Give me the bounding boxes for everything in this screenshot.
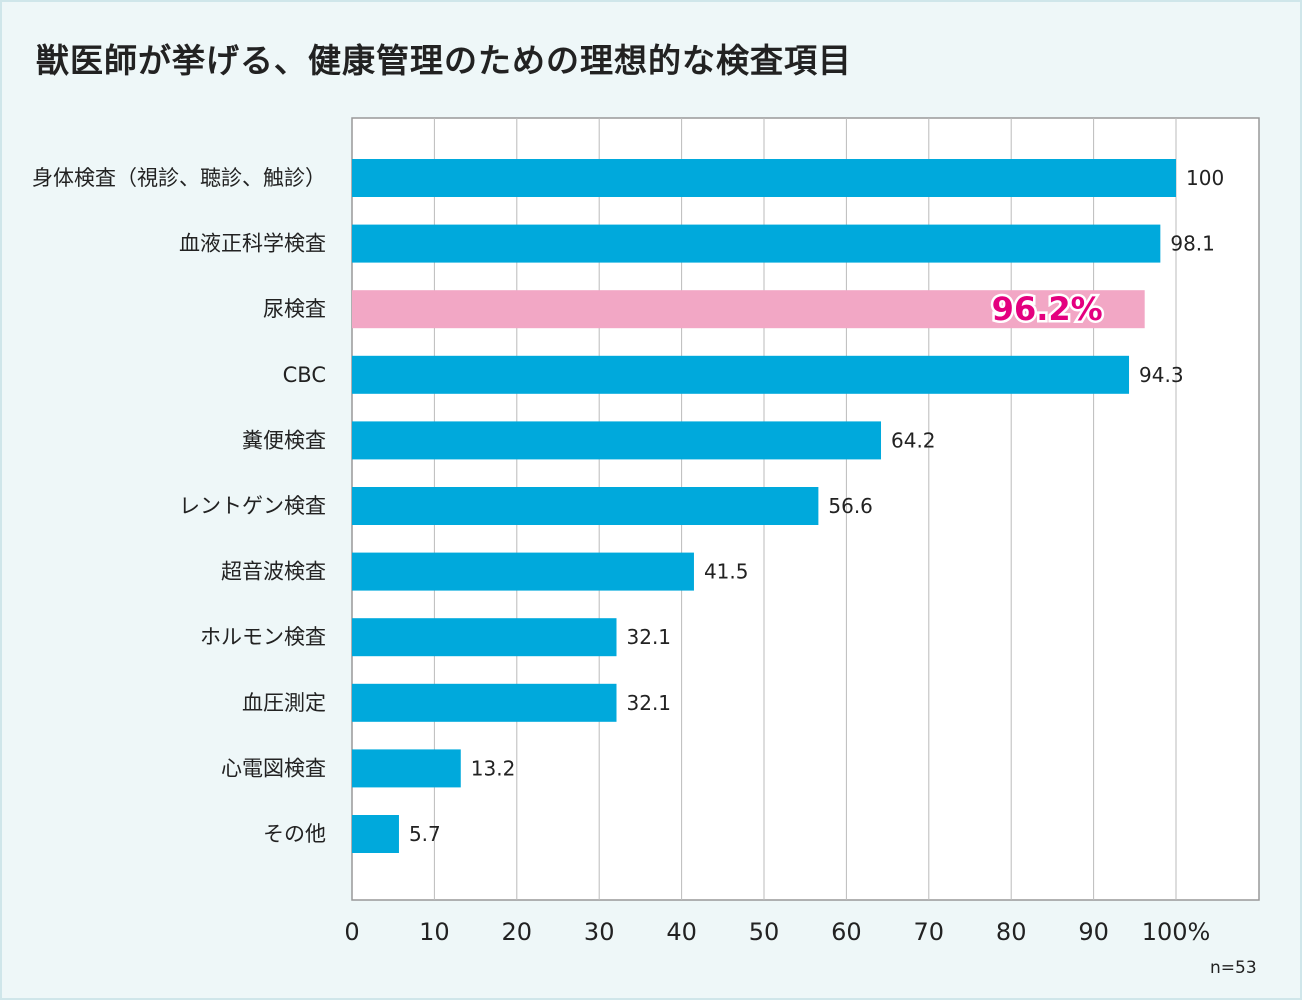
x-tick-label: 90 [1078, 918, 1109, 946]
category-label: ホルモン検査 [200, 625, 326, 649]
bar [352, 159, 1176, 197]
bar [352, 290, 1145, 329]
category-label: 血液正科学検査 [179, 232, 326, 256]
value-label: 64.2 [891, 428, 936, 452]
bar [352, 355, 1130, 394]
x-tick-label: 40 [666, 918, 697, 946]
category-label: 糞便検査 [242, 428, 326, 452]
value-label: 13.2 [471, 756, 516, 780]
x-tick-label: 60 [831, 918, 862, 946]
bar [352, 224, 1161, 263]
bar [352, 487, 819, 525]
category-label: レントゲン検査 [179, 494, 326, 518]
bar [352, 552, 694, 591]
bar [352, 421, 882, 460]
x-tick-label: 70 [914, 918, 945, 946]
value-label: 5.7 [409, 822, 441, 846]
x-tick-label: 0 [344, 918, 359, 946]
category-label: 心電図検査 [221, 756, 326, 780]
sample-size-note: n=53 [1210, 958, 1257, 978]
chart-title: 獣医師が挙げる、健康管理のための理想的な検査項目 [36, 41, 852, 80]
category-label: 尿検査 [263, 297, 326, 321]
x-tick-label: 20 [502, 918, 533, 946]
category-label: その他 [263, 822, 326, 846]
value-label-highlight: 96.2% [992, 290, 1103, 328]
value-label: 100 [1186, 166, 1224, 190]
bar [352, 683, 617, 722]
x-tick-label: 50 [749, 918, 780, 946]
value-label: 56.6 [828, 494, 873, 518]
bar [352, 618, 617, 657]
value-label: 94.3 [1139, 363, 1184, 387]
category-label: 身体検査（視診、聴診、触診） [32, 166, 326, 190]
x-tick-label: 10 [419, 918, 450, 946]
x-tick-label: 30 [584, 918, 615, 946]
value-label: 41.5 [704, 560, 749, 584]
category-label: 超音波検査 [221, 560, 326, 584]
bar [352, 815, 399, 853]
x-tick-label: 80 [996, 918, 1027, 946]
value-label: 98.1 [1170, 232, 1215, 256]
bar [352, 749, 461, 788]
x-tick-label: 100% [1142, 918, 1211, 946]
category-label: 血圧測定 [242, 691, 326, 715]
value-label: 32.1 [627, 691, 672, 715]
value-label: 32.1 [627, 625, 672, 649]
category-label: CBC [283, 363, 326, 387]
